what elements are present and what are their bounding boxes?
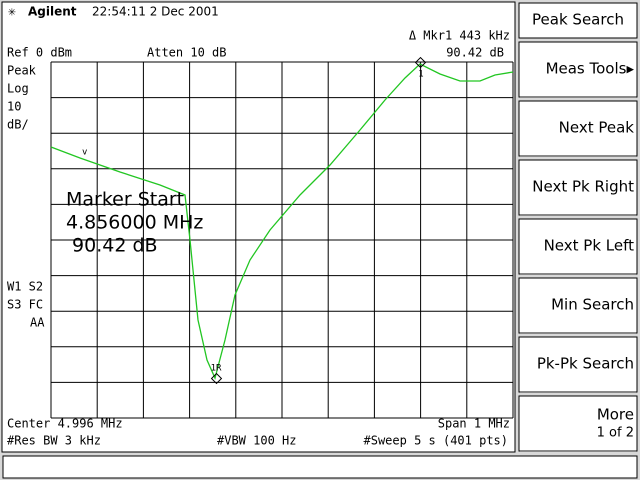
marker-info: 90.42 dB (66, 235, 158, 257)
center-freq: Center 4.996 MHz (7, 417, 123, 431)
res-bw: #Res BW 3 kHz (7, 434, 101, 448)
marker-delta: Δ Mkr1 443 kHz (409, 29, 510, 43)
softkey-label[interactable]: Next Peak (559, 119, 635, 137)
trace (50, 63, 514, 380)
softkey-label[interactable]: More (597, 406, 634, 424)
softkey-page[interactable]: 1 of 2 (597, 426, 634, 441)
softkey[interactable] (518, 159, 638, 216)
ref-level: Ref 0 dBm (7, 46, 72, 60)
logo: ✳ (8, 5, 16, 20)
scale-label: Peak (7, 64, 37, 78)
menu-title: Peak Search (532, 11, 624, 29)
span: Span 1 MHz (438, 417, 510, 431)
status-bar (2, 455, 638, 479)
marker-info: 4.856000 MHz (66, 212, 203, 234)
softkey-label[interactable]: Next Pk Right (532, 178, 634, 196)
menu-title-box (518, 2, 638, 39)
marker-tag: 1R (211, 364, 222, 374)
softkey-label[interactable]: Min Search (551, 296, 634, 314)
vbw: #VBW 100 Hz (217, 434, 296, 448)
softkey[interactable] (518, 41, 638, 98)
marker-diamond (210, 372, 223, 385)
timestamp: 22:54:11 2 Dec 2001 (92, 5, 219, 19)
marker-tag: 1 (418, 70, 423, 80)
sweep: #Sweep 5 s (401 pts) (364, 434, 509, 448)
softkey[interactable] (518, 277, 638, 334)
marker-diamond (414, 56, 427, 69)
display-area (1, 1, 516, 453)
softkey-label[interactable]: Next Pk Left (544, 237, 635, 255)
status-label: AA (30, 316, 45, 330)
brand: Agilent (28, 5, 77, 19)
attenuation: Atten 10 dB (147, 46, 226, 60)
status-label: S3 FC (7, 298, 43, 312)
scale-label: 10 (7, 100, 21, 114)
softkey-label[interactable]: Pk-Pk Search (537, 355, 634, 373)
scale-label: Log (7, 82, 29, 96)
softkey-label[interactable]: Meas Tools▸ (546, 60, 635, 78)
marker-info: Marker Start (66, 189, 184, 211)
display-line-marker: v (82, 148, 87, 158)
marker-value: 90.42 dB (446, 46, 504, 60)
scale-label: dB/ (7, 118, 29, 132)
status-label: W1 S2 (7, 280, 43, 294)
softkey[interactable] (518, 218, 638, 275)
softkey[interactable] (518, 395, 638, 452)
